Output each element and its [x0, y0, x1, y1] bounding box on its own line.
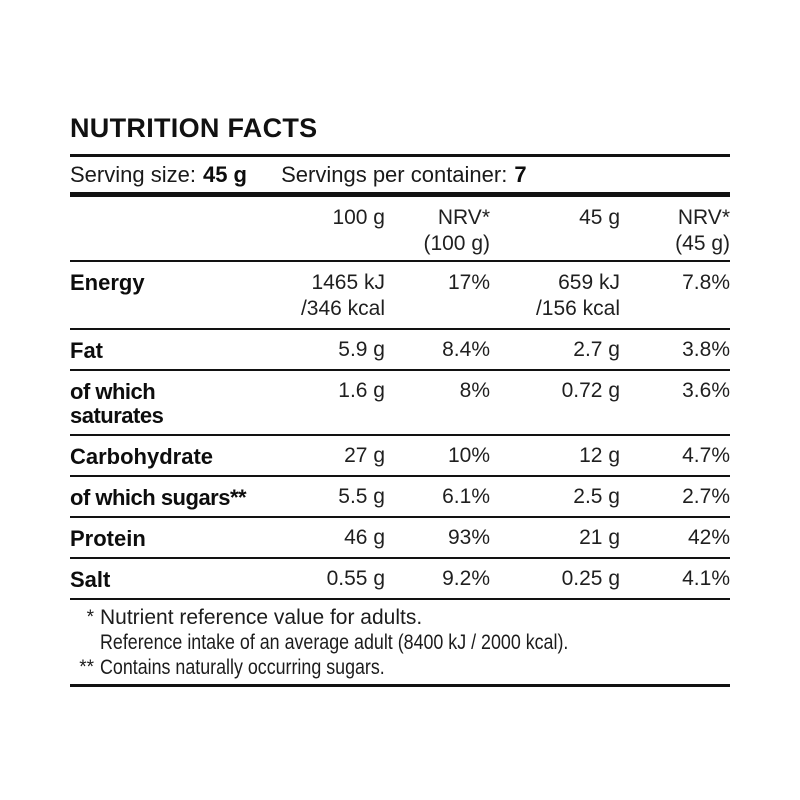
- value-nrv-45g: 42%: [687, 526, 730, 549]
- nutrient-name: of which sugars**: [70, 485, 247, 510]
- footnote-reference-intake: Reference intake of an average adult (84…: [70, 630, 730, 655]
- divider-serving: [70, 192, 730, 197]
- value-per-45g: 659 kJ /156 kcal: [535, 271, 620, 320]
- footnote-text: Nutrient reference value for adults.: [100, 606, 423, 629]
- nutrient-name: Carbohydrate: [70, 444, 214, 469]
- footnotes: * Nutrient reference value for adults. R…: [70, 600, 730, 684]
- serving-size-label: Serving size:: [70, 162, 196, 187]
- nutrient-name: of which saturates: [70, 379, 164, 428]
- divider-top: [70, 154, 730, 157]
- value-per-100g: 5.9 g: [338, 338, 385, 361]
- nutrient-name: Energy: [70, 270, 145, 295]
- serving-size-value: 45 g: [202, 162, 247, 187]
- value-per-45g: 0.72 g: [561, 379, 620, 402]
- value-per-100g: 1465 kJ /346 kcal: [300, 271, 385, 320]
- value-per-45g: 2.5 g: [573, 485, 620, 508]
- value-per-100g: 46 g: [344, 526, 385, 549]
- value-per-100g: 5.5 g: [338, 485, 385, 508]
- nutrition-facts-label: NUTRITION FACTS Serving size: 45 g Servin…: [70, 114, 730, 687]
- value-nrv-45g: 4.1%: [682, 567, 730, 590]
- table-header-row: 100 g NRV* (100 g) 45 g NRV* (45 g): [70, 197, 730, 262]
- footnote-marker: [70, 630, 94, 655]
- nutrient-name: Salt: [70, 567, 111, 592]
- column-header-nrv-100g: NRV* (100 g): [423, 206, 490, 255]
- column-header-45g: 45 g: [579, 206, 620, 229]
- value-per-100g: 27 g: [344, 444, 385, 467]
- table-row-sugars: of which sugars** 5.5 g 6.1% 2.5 g 2.7%: [70, 477, 730, 518]
- column-header-100g: 100 g: [332, 206, 385, 229]
- servings-per-container: Servings per container: 7: [281, 162, 526, 187]
- value-nrv-45g: 4.7%: [682, 444, 730, 467]
- table-row-fat: Fat 5.9 g 8.4% 2.7 g 3.8%: [70, 330, 730, 371]
- value-per-45g: 0.25 g: [561, 567, 620, 590]
- table-row-energy: Energy 1465 kJ /346 kcal 17% 659 kJ /156…: [70, 262, 730, 330]
- footnote-nrv: * Nutrient reference value for adults.: [70, 605, 730, 630]
- footnote-text: Reference intake of an average adult (84…: [100, 631, 569, 654]
- value-nrv-45g: 2.7%: [682, 485, 730, 508]
- value-per-100g: 0.55 g: [326, 567, 385, 590]
- table-row-salt: Salt 0.55 g 9.2% 0.25 g 4.1%: [70, 559, 730, 600]
- value-per-100g: 1.6 g: [338, 379, 385, 402]
- serving-size: Serving size: 45 g: [70, 162, 247, 187]
- value-nrv-45g: 7.8%: [682, 271, 730, 294]
- table-row-saturates: of which saturates 1.6 g 8% 0.72 g 3.6%: [70, 371, 730, 436]
- servings-per-container-label: Servings per container:: [281, 162, 508, 187]
- footnote-marker: *: [86, 607, 94, 628]
- nutrient-name: Protein: [70, 526, 146, 551]
- footnote-sugars: ** Contains naturally occurring sugars.: [70, 655, 730, 680]
- value-nrv-100g: 17%: [447, 271, 490, 294]
- value-nrv-100g: 93%: [447, 526, 490, 549]
- value-nrv-100g: 10%: [447, 444, 490, 467]
- nutrient-name: Fat: [70, 338, 103, 363]
- value-nrv-100g: 6.1%: [442, 485, 490, 508]
- table-row-carbohydrate: Carbohydrate 27 g 10% 12 g 4.7%: [70, 436, 730, 477]
- page-title: NUTRITION FACTS: [70, 113, 318, 143]
- footnote-marker: **: [79, 657, 94, 678]
- value-nrv-100g: 8.4%: [442, 338, 490, 361]
- value-per-45g: 21 g: [579, 526, 620, 549]
- table-row-protein: Protein 46 g 93% 21 g 42%: [70, 518, 730, 559]
- serving-info-row: Serving size: 45 g Servings per container…: [70, 157, 730, 192]
- servings-per-container-value: 7: [514, 162, 527, 187]
- value-nrv-100g: 9.2%: [442, 567, 490, 590]
- value-nrv-100g: 8%: [459, 379, 490, 402]
- divider-bottom: [70, 684, 730, 687]
- value-nrv-45g: 3.6%: [682, 379, 730, 402]
- value-per-45g: 12 g: [579, 444, 620, 467]
- column-header-nrv-45g: NRV* (45 g): [675, 206, 730, 255]
- value-nrv-45g: 3.8%: [682, 338, 730, 361]
- value-per-45g: 2.7 g: [573, 338, 620, 361]
- footnote-text: Contains naturally occurring sugars.: [100, 656, 385, 679]
